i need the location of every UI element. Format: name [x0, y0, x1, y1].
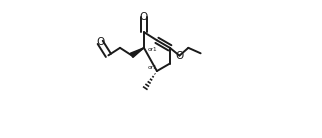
Text: O: O — [175, 51, 184, 61]
Text: O: O — [140, 12, 148, 22]
Polygon shape — [130, 48, 144, 57]
Text: or1: or1 — [147, 65, 157, 70]
Text: O: O — [96, 37, 104, 47]
Text: or1: or1 — [147, 47, 157, 52]
